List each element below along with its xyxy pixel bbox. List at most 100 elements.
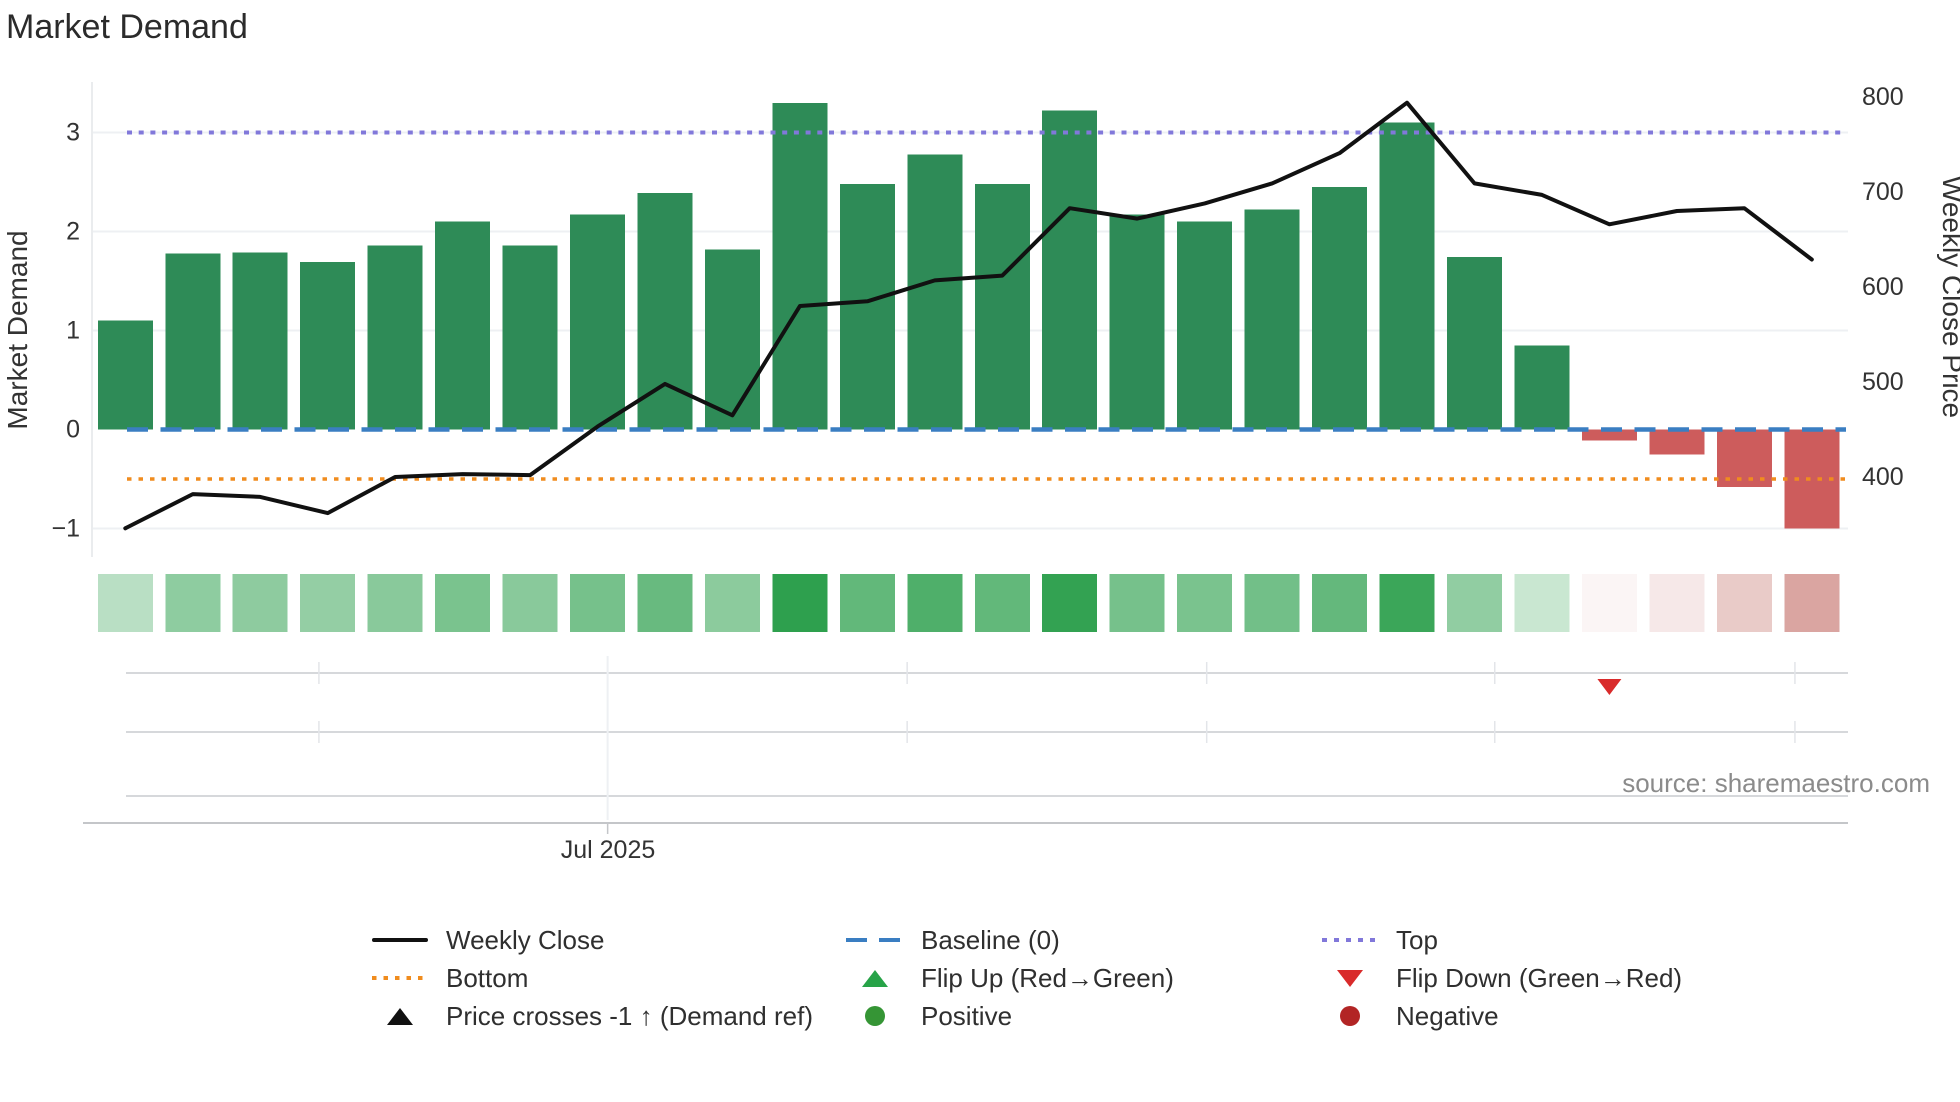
legend-item-weekly-close[interactable]: Weekly Close xyxy=(368,921,813,959)
demand-bar-positive[interactable] xyxy=(97,320,153,430)
demand-bar-positive[interactable] xyxy=(232,252,288,430)
demand-bar-positive[interactable] xyxy=(704,249,760,430)
gridlines xyxy=(91,82,1848,557)
weekly-close-line-icon xyxy=(372,938,428,942)
legend-item-flip-down[interactable]: Flip Down (Green→Red) xyxy=(1318,959,1682,997)
demand-bar-positive[interactable] xyxy=(1447,257,1502,430)
dark-red-circle-icon xyxy=(1340,1006,1360,1026)
heatmap-cell[interactable] xyxy=(1716,574,1772,632)
legend-item-top[interactable]: Top xyxy=(1318,921,1682,959)
demand-bar-positive[interactable] xyxy=(502,245,558,430)
legend-label: Flip Down (Green→Red) xyxy=(1396,962,1683,993)
heatmap-cell[interactable] xyxy=(435,574,491,632)
heatmap-cell[interactable] xyxy=(1312,574,1368,632)
legend-item-price-crosses[interactable]: Price crosses -1 ↑ (Demand ref) xyxy=(368,997,813,1035)
demand-bar-positive[interactable] xyxy=(1312,186,1368,430)
reference-lines xyxy=(127,130,1846,481)
legend-label: Positive xyxy=(921,1000,1013,1031)
legend-item-negative[interactable]: Negative xyxy=(1318,997,1682,1035)
demand-bar-positive[interactable] xyxy=(637,192,693,430)
legend-item-baseline[interactable]: Baseline (0) xyxy=(843,921,1174,959)
heatmap-cell[interactable] xyxy=(232,574,288,632)
left-tick-label: 1 xyxy=(66,317,80,345)
left-tick-label: −1 xyxy=(51,515,80,543)
right-tick-label: 500 xyxy=(1862,368,1904,396)
demand-bar-positive[interactable] xyxy=(1379,122,1435,430)
demand-bar-positive[interactable] xyxy=(1514,345,1570,430)
demand-bar-positive[interactable] xyxy=(839,183,895,430)
demand-bar-positive[interactable] xyxy=(907,154,963,430)
heatmap-cell[interactable] xyxy=(1514,574,1570,632)
heatmap-cell[interactable] xyxy=(367,574,423,632)
left-tick-label: 3 xyxy=(66,119,80,147)
legend-item-positive[interactable]: Positive xyxy=(843,997,1174,1035)
lower-marker-panels xyxy=(83,656,1848,834)
heatmap-cell[interactable] xyxy=(974,574,1030,632)
heatmap-cell[interactable] xyxy=(1447,574,1502,632)
right-tick-label: 800 xyxy=(1862,83,1904,111)
heatmap-cell[interactable] xyxy=(570,574,626,632)
demand-bar-positive[interactable] xyxy=(1109,214,1165,430)
green-up-triangle-icon xyxy=(862,969,888,987)
green-circle-icon xyxy=(865,1006,885,1026)
legend-label: Negative xyxy=(1396,1000,1499,1031)
heatmap-cell[interactable] xyxy=(300,574,356,632)
demand-bar-positive[interactable] xyxy=(772,102,828,430)
black-up-triangle-icon xyxy=(387,1007,413,1025)
heatmap-cell[interactable] xyxy=(907,574,963,632)
legend-label: Weekly Close xyxy=(446,924,605,955)
heatmap-cell[interactable] xyxy=(839,574,895,632)
heatmap-strip[interactable] xyxy=(97,574,1840,632)
right-axis-tick-labels: 800 700 600 500 400 xyxy=(1862,83,1904,491)
demand-bar-positive[interactable] xyxy=(300,262,356,430)
heatmap-cell[interactable] xyxy=(1042,574,1098,632)
source-credit: source: sharemaestro.com xyxy=(1622,768,1930,798)
red-down-triangle-icon xyxy=(1337,969,1363,987)
heatmap-cell[interactable] xyxy=(1109,574,1165,632)
demand-bar-positive[interactable] xyxy=(165,253,221,430)
right-tick-label: 600 xyxy=(1862,273,1904,301)
demand-bar-positive[interactable] xyxy=(1042,110,1098,430)
demand-bar-positive[interactable] xyxy=(974,183,1030,430)
legend-label: Flip Up (Red→Green) xyxy=(921,962,1174,993)
heatmap-cell[interactable] xyxy=(1581,574,1637,632)
right-tick-label: 700 xyxy=(1862,178,1904,206)
heatmap-cell[interactable] xyxy=(772,574,828,632)
heatmap-cell[interactable] xyxy=(704,574,760,632)
heatmap-cell[interactable] xyxy=(1784,574,1840,632)
top-dotted-line-icon xyxy=(1322,938,1378,942)
heatmap-cell[interactable] xyxy=(1244,574,1300,632)
heatmap-cell[interactable] xyxy=(1649,574,1705,632)
heatmap-cell[interactable] xyxy=(165,574,221,632)
demand-bar-positive[interactable] xyxy=(367,245,423,430)
heatmap-cell[interactable] xyxy=(1379,574,1435,632)
heatmap-cell[interactable] xyxy=(97,574,153,632)
legend-item-flip-up[interactable]: Flip Up (Red→Green) xyxy=(843,959,1174,997)
legend: Weekly Close Bottom Price crosses -1 ↑ (… xyxy=(0,921,1960,1041)
heatmap-cell[interactable] xyxy=(502,574,558,632)
flip-down-marker[interactable] xyxy=(1597,679,1622,695)
left-tick-label: 2 xyxy=(66,218,80,246)
heatmap-cell[interactable] xyxy=(1177,574,1233,632)
legend-label: Bottom xyxy=(446,962,529,993)
demand-bar-negative[interactable] xyxy=(1649,429,1705,455)
demand-bars[interactable] xyxy=(97,102,1840,529)
demand-bar-positive[interactable] xyxy=(570,214,626,430)
left-axis-title: Market Demand xyxy=(2,230,33,429)
right-tick-label: 400 xyxy=(1862,463,1904,491)
baseline-dashed-line-icon xyxy=(846,938,904,942)
demand-bar-positive[interactable] xyxy=(1177,221,1233,430)
weekly-close-line[interactable] xyxy=(123,100,1814,531)
right-axis-title: Weekly Close Price xyxy=(1937,176,1960,418)
demand-bar-positive[interactable] xyxy=(435,221,491,430)
legend-label: Price crosses -1 ↑ (Demand ref) xyxy=(446,1000,813,1031)
demand-bar-positive[interactable] xyxy=(1244,209,1300,430)
legend-label: Baseline (0) xyxy=(921,924,1060,955)
demand-bar-negative[interactable] xyxy=(1581,429,1637,441)
left-tick-label: 0 xyxy=(66,416,80,444)
legend-label: Top xyxy=(1396,924,1438,955)
heatmap-cell[interactable] xyxy=(637,574,693,632)
legend-item-bottom[interactable]: Bottom xyxy=(368,959,813,997)
